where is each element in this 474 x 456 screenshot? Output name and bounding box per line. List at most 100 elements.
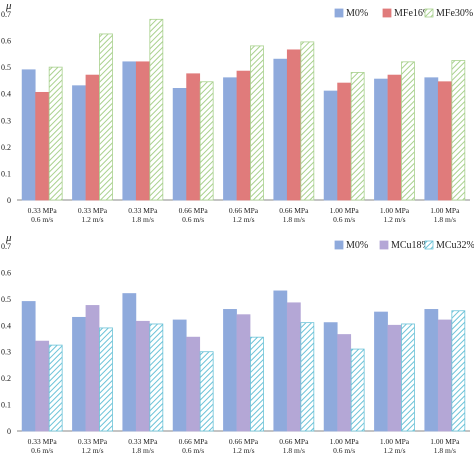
category-label-pressure: 0.66 MPa [179,206,209,215]
category-label-speed: 1.8 m/s [434,215,456,224]
bar-mcu18pct [337,334,352,432]
category-label-speed: 1.2 m/s [81,215,103,224]
y-tick-label: 0.4 [1,321,11,330]
bar-mcu32pct [48,344,63,432]
bar-mcu18pct [437,319,452,432]
y-tick-label: 0 [7,196,11,205]
legend-swatch [424,240,434,250]
category-label-pressure: 1.00 MPa [330,206,360,215]
bar-mcu32pct [199,351,214,432]
bar-mfe16pct [437,81,452,201]
y-tick-label: 0.5 [1,63,11,72]
bar-mfe30pct [99,33,113,201]
category-label-pressure: 0.33 MPa [28,206,58,215]
category-label-speed: 1.2 m/s [81,446,103,455]
bar-m0pct [374,78,388,201]
bar-m0pct [424,77,439,201]
y-axis-label: μ [5,0,12,12]
y-tick-label: 0.5 [1,295,11,304]
y-tick-label: 0 [7,427,11,436]
y-tick-label: 0.1 [1,169,11,178]
bar-mfe16pct [186,73,201,201]
bar-mcu18pct [286,302,301,432]
bar-mfe16pct [135,61,150,201]
bar-mfe30pct [451,60,466,201]
bar-m0pct [172,319,187,432]
y-tick-label: 0.2 [1,143,11,152]
legend-swatch [382,8,392,18]
bar-mfe16pct [35,91,50,201]
category-label-pressure: 0.66 MPa [229,206,259,215]
bar-m0pct [21,301,36,432]
category-label-pressure: 0.33 MPa [78,206,108,215]
bar-mcu32pct [350,348,365,432]
bar-m0pct [122,293,137,432]
category-label-speed: 1.8 m/s [434,446,456,455]
category-label-pressure: 1.00 MPa [430,206,460,215]
y-tick-label: 0.7 [1,10,11,19]
bar-m0pct [122,61,137,201]
bar-mfe30pct [401,61,415,201]
bar-mcu18pct [387,324,402,432]
category-label-pressure: 0.33 MPa [128,206,158,215]
category-label-pressure: 1.00 MPa [330,437,360,446]
category-label-speed: 0.6 m/s [31,215,53,224]
category-label-pressure: 0.66 MPa [229,437,259,446]
category-label-speed: 0.6 m/s [333,446,355,455]
legend-swatch [424,8,434,18]
legend-label: MFe30% [436,8,473,19]
y-tick-label: 0.2 [1,374,11,383]
category-label-speed: 0.6 m/s [182,446,204,455]
bar-mfe30pct [250,45,264,201]
legend-swatch [379,240,389,250]
category-label-speed: 1.2 m/s [383,215,405,224]
category-label-pressure: 0.66 MPa [179,437,209,446]
bar-m0pct [172,88,187,201]
bar-mfe16pct [387,74,402,201]
y-tick-label: 0.6 [1,37,11,46]
y-tick-label: 0.3 [1,116,11,125]
bar-mcu18pct [135,320,150,432]
category-label-speed: 0.6 m/s [31,446,53,455]
legend-label: M0% [346,240,368,251]
bar-mfe30pct [199,81,214,201]
bar-mcu32pct [451,310,466,432]
bar-m0pct [72,85,86,201]
bar-mfe30pct [149,18,164,201]
bar-m0pct [424,309,439,432]
category-label-speed: 1.8 m/s [132,215,154,224]
bar-m0pct [323,322,338,432]
category-label-speed: 1.8 m/s [283,446,305,455]
legend-label: MCu18% [391,240,430,251]
y-tick-label: 0.4 [1,90,11,99]
bar-mcu32pct [99,327,113,432]
y-tick-label: 0.7 [1,242,11,251]
bar-mcu32pct [250,336,264,432]
bar-mcu18pct [85,305,100,432]
category-label-pressure: 1.00 MPa [380,437,410,446]
bar-m0pct [374,311,388,432]
bar-m0pct [72,316,86,432]
category-label-speed: 1.8 m/s [283,215,305,224]
bar-m0pct [223,309,237,432]
bar-m0pct [323,90,338,201]
y-tick-label: 0.3 [1,348,11,357]
category-label-pressure: 1.00 MPa [430,437,460,446]
bar-mcu18pct [236,314,251,432]
bar-mcu18pct [35,340,50,432]
legend-label: MCu32% [436,240,474,251]
bar-mcu32pct [149,323,164,432]
category-label-speed: 1.2 m/s [232,446,254,455]
category-label-pressure: 0.66 MPa [279,206,309,215]
y-axis-label: μ [5,232,12,244]
category-label-pressure: 0.33 MPa [28,437,58,446]
category-label-speed: 0.6 m/s [182,215,204,224]
category-label-speed: 1.2 m/s [232,215,254,224]
bar-mfe16pct [85,74,100,201]
bar-mcu32pct [401,323,415,432]
bar-m0pct [273,58,288,201]
bar-mfe16pct [286,49,301,201]
